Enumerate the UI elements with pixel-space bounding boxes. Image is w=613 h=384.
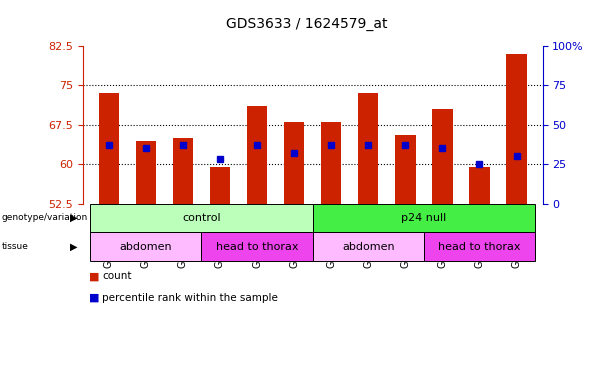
Text: percentile rank within the sample: percentile rank within the sample: [102, 293, 278, 303]
Text: ■: ■: [89, 293, 99, 303]
Text: abdomen: abdomen: [120, 242, 172, 252]
Text: p24 null: p24 null: [402, 213, 446, 223]
Bar: [358, 93, 378, 204]
Bar: [173, 138, 193, 204]
Bar: [210, 167, 230, 204]
Text: ▶: ▶: [70, 213, 78, 223]
Text: GDS3633 / 1624579_at: GDS3633 / 1624579_at: [226, 17, 387, 31]
Text: control: control: [182, 213, 221, 223]
Bar: [432, 109, 452, 204]
Text: ▶: ▶: [70, 242, 78, 252]
Bar: [247, 106, 267, 204]
Bar: [395, 135, 416, 204]
Bar: [135, 141, 156, 204]
Text: head to thorax: head to thorax: [438, 242, 520, 252]
Bar: [321, 122, 341, 204]
Text: ■: ■: [89, 271, 99, 281]
Bar: [470, 167, 490, 204]
Text: count: count: [102, 271, 132, 281]
Text: genotype/variation: genotype/variation: [1, 214, 88, 222]
Text: head to thorax: head to thorax: [216, 242, 299, 252]
Bar: [506, 54, 527, 204]
Text: tissue: tissue: [1, 242, 28, 251]
Bar: [99, 93, 119, 204]
Text: abdomen: abdomen: [342, 242, 395, 252]
Bar: [284, 122, 304, 204]
